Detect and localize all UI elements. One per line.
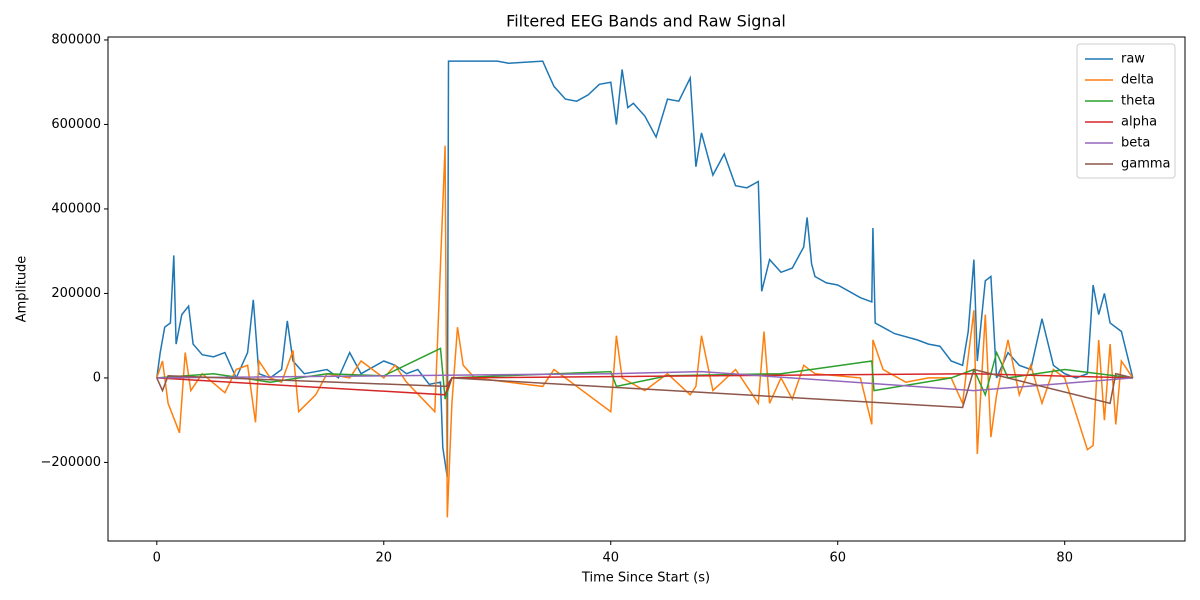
x-tick-label: 0 [153,551,161,566]
chart-title: Filtered EEG Bands and Raw Signal [506,12,786,31]
y-tick-label: 400000 [51,201,101,216]
plot-frame [107,36,1186,542]
legend-box [1076,43,1176,179]
legend-label: raw [1121,52,1145,67]
series-line [156,347,1133,400]
series-line [156,60,1134,478]
legend-label: delta [1121,73,1154,88]
x-tick-label: 40 [602,551,619,566]
x-tick-label: 60 [829,551,846,566]
y-axis-label: Amplitude [15,256,30,323]
x-tick-label: 20 [376,551,393,566]
x-tick-label: 80 [1056,551,1073,566]
y-tick-label: 200000 [51,286,101,301]
legend-label: alpha [1121,115,1157,130]
legend-label: theta [1121,94,1155,109]
y-tick-label: 0 [93,370,101,385]
y-tick-label: 600000 [51,117,101,132]
x-axis-label: Time Since Start (s) [581,571,710,586]
y-tick-label: −200000 [40,455,101,470]
legend-label: gamma [1121,157,1171,172]
series-line [156,370,1133,392]
y-tick-label: 800000 [51,32,101,47]
legend-label: beta [1121,136,1150,151]
series-line [156,145,1134,518]
series-line [156,368,1133,409]
